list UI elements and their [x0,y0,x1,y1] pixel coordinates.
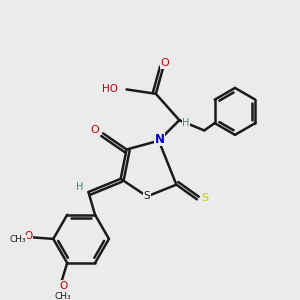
Text: N: N [155,133,165,146]
Text: CH₃: CH₃ [55,292,71,300]
Text: O: O [91,125,99,135]
Text: S: S [202,194,209,203]
Text: HO: HO [102,83,118,94]
Text: CH₃: CH₃ [10,235,26,244]
Text: O: O [160,58,169,68]
Text: O: O [24,231,32,241]
Text: H: H [76,182,83,192]
Text: O: O [59,280,67,291]
Text: H: H [182,118,189,128]
Text: S: S [144,191,150,201]
